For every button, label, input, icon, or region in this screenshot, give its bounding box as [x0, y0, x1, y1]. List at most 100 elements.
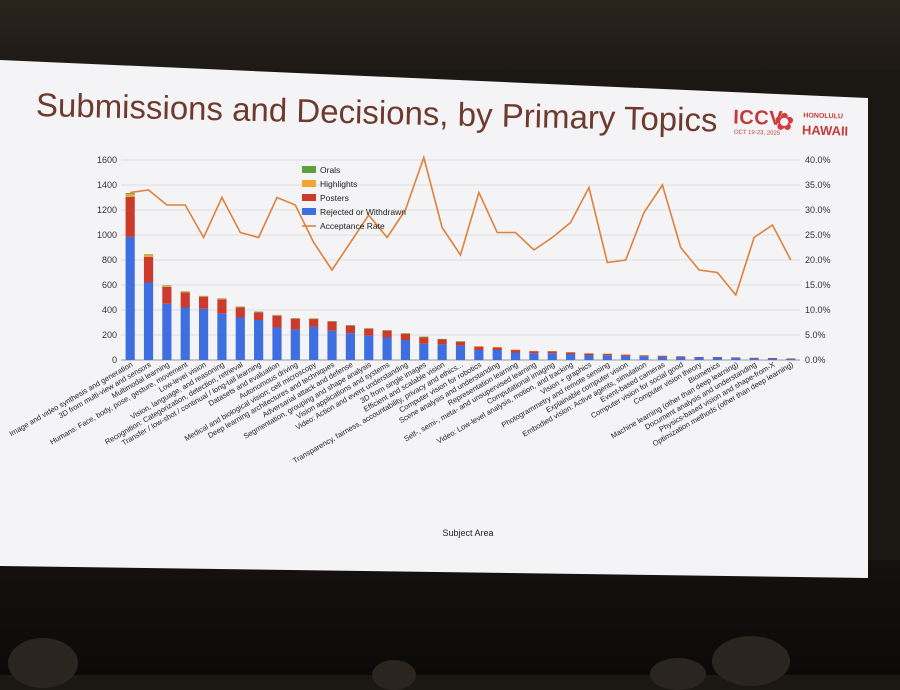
bar-rejected	[180, 307, 190, 360]
legend-swatch	[302, 166, 316, 173]
legend-label: Orals	[320, 165, 340, 175]
bar-orals	[419, 336, 429, 338]
bar-rejected	[217, 313, 227, 360]
bar-posters	[400, 333, 411, 340]
bar-highlights	[566, 352, 576, 353]
bar-rejected	[419, 343, 429, 360]
y-tick-label: 1200	[97, 205, 117, 215]
bar-posters	[547, 351, 557, 354]
bar-highlights	[510, 349, 521, 351]
bar-rejected	[327, 330, 337, 360]
bar-highlights	[529, 350, 539, 352]
bar-rejected	[749, 358, 759, 360]
bar-posters	[272, 315, 282, 328]
y2-tick-label: 15.0%	[805, 280, 831, 290]
y2-tick-label: 10.0%	[805, 305, 831, 315]
y-tick-label: 600	[102, 280, 117, 290]
bar-posters	[566, 352, 576, 354]
y-tick-label: 200	[102, 330, 117, 340]
bar-posters	[749, 357, 759, 359]
bar-orals	[235, 306, 245, 308]
y2-tick-label: 25.0%	[805, 230, 831, 240]
bar-highlights	[143, 255, 154, 257]
bar-posters	[217, 299, 227, 314]
bar-posters	[235, 307, 245, 318]
bar-highlights	[492, 347, 502, 348]
bar-orals	[290, 318, 300, 319]
bar-rejected	[621, 355, 631, 360]
legend-label: Posters	[320, 193, 349, 203]
bar-posters	[731, 357, 741, 358]
bar-posters	[657, 355, 667, 357]
bar-orals	[162, 285, 172, 286]
submissions-chart: 0 200 400 600 800 1000 1200 1400 1600 0.0% 5.0% 10.…	[8, 154, 831, 538]
legend-label: Highlights	[320, 179, 357, 189]
bar-posters	[254, 312, 264, 320]
bar-rejected	[345, 333, 355, 360]
bar-orals	[437, 338, 447, 340]
y-tick-label: 1000	[97, 230, 117, 240]
bar-orals	[309, 318, 319, 319]
legend-label: Acceptance Rate	[320, 221, 385, 231]
bar-rejected	[474, 350, 484, 360]
bar-posters	[437, 339, 447, 345]
bar-posters	[529, 351, 539, 354]
bar-rejected	[584, 355, 594, 360]
bar-orals	[272, 314, 282, 316]
room-floor	[0, 560, 900, 690]
bar-highlights	[235, 306, 245, 308]
bar-rejected	[639, 356, 649, 360]
bar-posters	[345, 325, 355, 334]
bar-rejected	[786, 358, 796, 360]
bar-rejected	[437, 344, 447, 360]
bar-rejected	[125, 236, 135, 360]
bar-orals	[198, 295, 209, 297]
bar-posters	[198, 296, 209, 309]
y-tick-label: 1400	[97, 180, 117, 190]
bar-rejected	[712, 357, 723, 360]
bar-rejected	[309, 326, 319, 360]
bar-posters	[584, 353, 594, 355]
bar-orals	[382, 330, 392, 331]
bar-posters	[419, 337, 429, 344]
bar-posters	[786, 358, 796, 359]
bar-posters	[364, 328, 374, 336]
bar-orals	[400, 333, 411, 334]
bar-posters	[180, 292, 190, 308]
bar-rejected	[364, 335, 374, 360]
bar-highlights	[198, 296, 209, 297]
bar-rejected	[235, 317, 245, 360]
y-tick-label: 0	[112, 355, 117, 365]
audience-head	[372, 660, 416, 690]
bar-orals	[254, 311, 264, 313]
bar-rejected	[767, 358, 778, 360]
bar-posters	[290, 318, 300, 330]
bar-posters	[676, 356, 686, 357]
bar-orals	[125, 193, 135, 195]
bar-orals	[364, 328, 374, 329]
legend-swatch	[302, 180, 316, 187]
room-ceiling	[0, 0, 900, 70]
bar-highlights	[602, 353, 612, 355]
bar-highlights	[547, 351, 557, 352]
bar-highlights	[217, 298, 227, 300]
bar-posters	[767, 358, 778, 359]
bar-rejected	[529, 353, 539, 360]
bar-rejected	[602, 355, 612, 360]
bar-orals	[217, 298, 227, 299]
bar-highlights	[474, 346, 484, 347]
bar-posters	[639, 355, 649, 357]
y-tick-label: 800	[102, 255, 117, 265]
y-tick-label: 1600	[97, 155, 117, 165]
bar-orals	[345, 325, 355, 326]
y2-tick-label: 30.0%	[805, 205, 831, 215]
bar-rejected	[510, 352, 521, 360]
y2-tick-label: 40.0%	[805, 155, 831, 165]
y2-tick-label: 20.0%	[805, 255, 831, 265]
bar-rejected	[547, 353, 557, 360]
bar-posters	[125, 196, 135, 237]
bar-highlights	[125, 194, 135, 197]
bar-rejected	[198, 308, 209, 360]
bar-orals	[327, 321, 337, 322]
audience-head	[8, 638, 78, 688]
